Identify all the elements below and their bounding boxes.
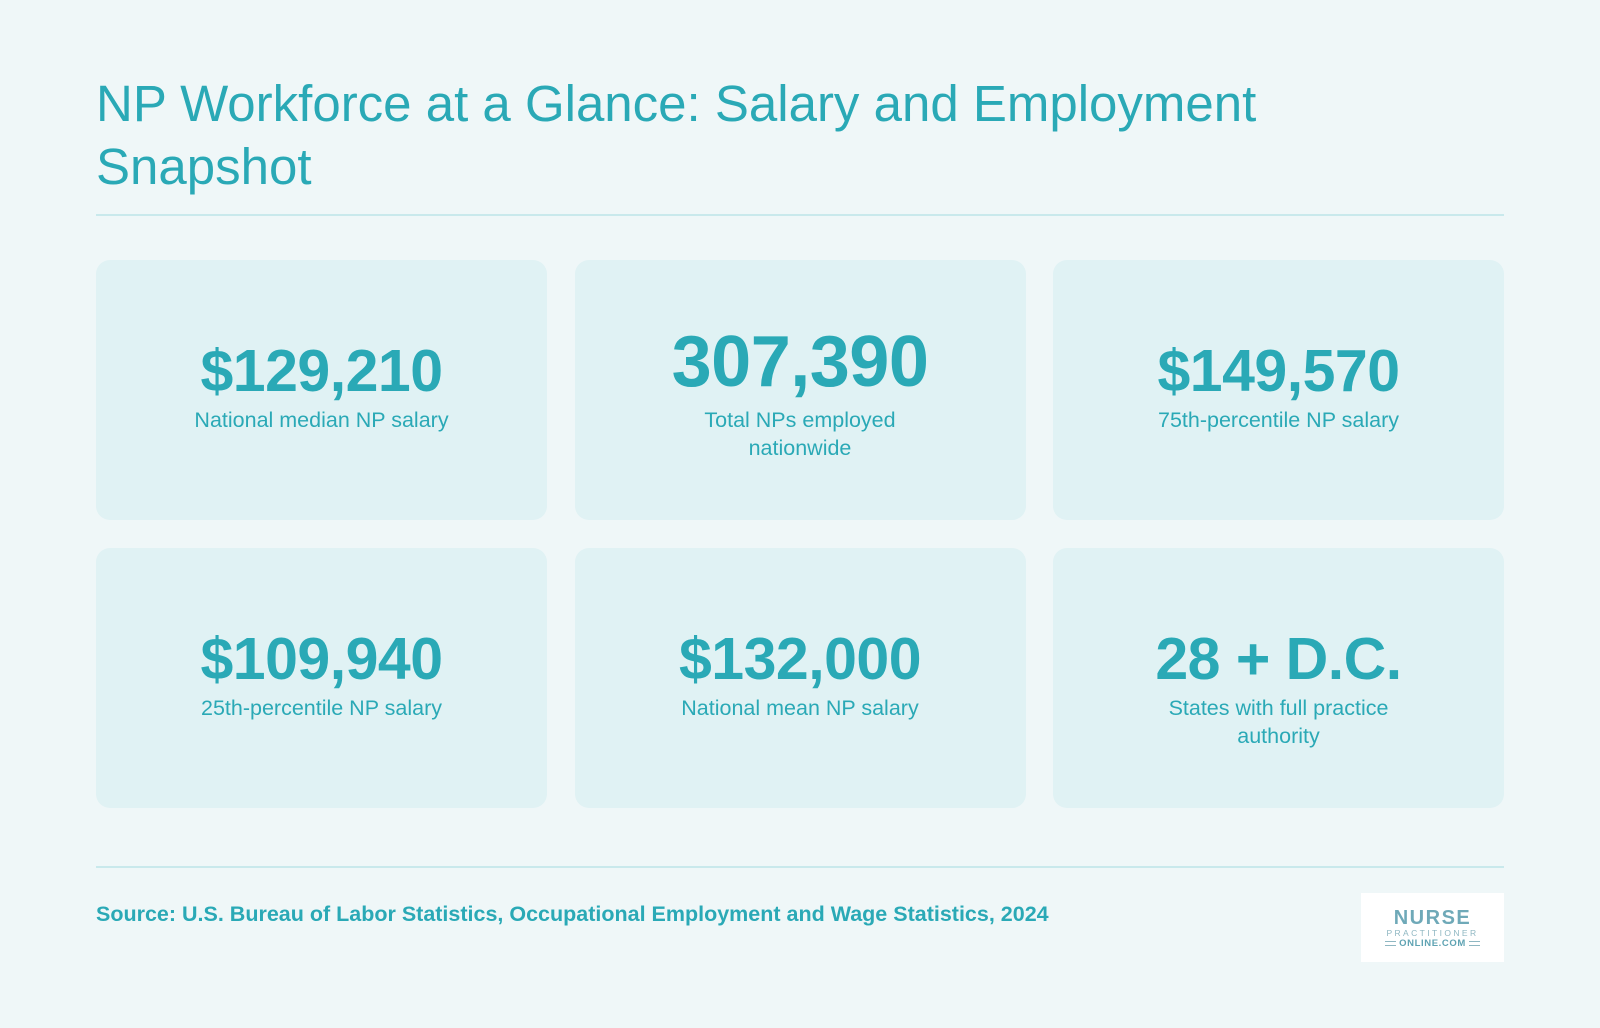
stat-card-total-employed: 307,390 Total NPs employed nationwide bbox=[574, 260, 1026, 520]
stat-label: States with full practice authority bbox=[1168, 696, 1389, 748]
brand-logo: NURSE PRACTITIONER ONLINE.COM bbox=[1361, 893, 1504, 962]
stat-card-25th-percentile: $109,940 25th-percentile NP salary bbox=[96, 548, 547, 808]
stat-card-75th-percentile: $149,570 75th-percentile NP salary bbox=[1053, 260, 1504, 520]
logo-dash-right bbox=[1468, 940, 1480, 946]
stat-value: $132,000 bbox=[678, 626, 922, 692]
stat-card-median-salary: $129,210 National median NP salary bbox=[96, 260, 547, 520]
source-citation: Source: U.S. Bureau of Labor Statistics,… bbox=[96, 902, 1049, 926]
stat-value: $149,570 bbox=[1157, 338, 1400, 404]
stat-card-full-practice-states: 28 + D.C. States with full practice auth… bbox=[1053, 548, 1504, 808]
stat-value: 28 + D.C. bbox=[1155, 626, 1402, 692]
logo-domain-text: ONLINE.COM bbox=[1399, 938, 1466, 949]
stat-value: 307,390 bbox=[671, 322, 929, 402]
logo-subtitle: PRACTITIONER bbox=[1386, 928, 1479, 938]
stat-label: 25th-percentile NP salary bbox=[200, 696, 442, 720]
stat-label: National mean NP salary bbox=[681, 696, 919, 720]
infographic: NP Workforce at a Glance: Salary and Emp… bbox=[96, 0, 1504, 1028]
page-title: NP Workforce at a Glance: Salary and Emp… bbox=[96, 75, 1257, 195]
stat-card-mean-salary: $132,000 National mean NP salary bbox=[574, 548, 1026, 808]
footer-divider bbox=[96, 866, 1504, 868]
stat-label: National median NP salary bbox=[194, 408, 449, 432]
title-divider bbox=[96, 214, 1504, 216]
stat-label: 75th-percentile NP salary bbox=[1157, 408, 1399, 432]
stat-value: $129,210 bbox=[200, 338, 443, 404]
stat-label: Total NPs employed nationwide bbox=[704, 408, 896, 460]
logo-wordmark: NURSE bbox=[1393, 907, 1472, 929]
stats-grid: $129,210 National median NP salary 307,3… bbox=[96, 260, 1504, 808]
logo-dash-left bbox=[1385, 940, 1397, 946]
stat-value: $109,940 bbox=[200, 626, 443, 692]
logo-domain: ONLINE.COM bbox=[1361, 938, 1504, 949]
